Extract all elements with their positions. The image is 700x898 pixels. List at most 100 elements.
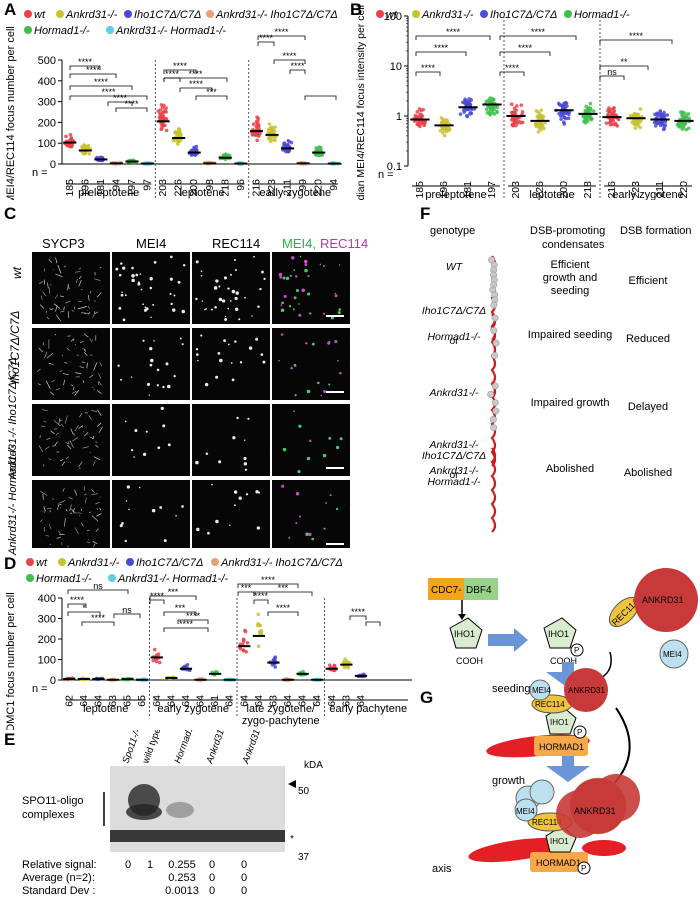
sig-bracket <box>365 621 381 626</box>
n-value: 181 <box>95 179 107 197</box>
sig-label: **** <box>94 77 109 87</box>
data-point <box>171 138 176 143</box>
sig-bracket <box>163 69 197 74</box>
b-data-point <box>582 119 586 124</box>
micrograph-r2-c3 <box>272 404 350 476</box>
data-point <box>163 123 167 128</box>
ytick-label-2: 200 <box>38 117 56 129</box>
group-label-1: leptotene <box>179 187 224 199</box>
b-data-point <box>417 107 422 111</box>
group-label-0: preleptotene <box>78 187 139 199</box>
panel-a-legend: wt Ankrd31-/- Iho1C7Δ/C7Δ Ankrd31-/- Iho… <box>24 9 338 37</box>
sig-bracket <box>69 85 133 90</box>
b-data-point <box>540 125 544 129</box>
ytick-label-5: 500 <box>38 55 56 67</box>
data-point <box>68 132 73 137</box>
sig-label: **** <box>78 57 93 67</box>
sig-bracket <box>273 59 306 64</box>
panel-b-significance: ************************ns****** <box>415 27 673 80</box>
b-data-point <box>586 107 591 112</box>
e-value: 0 <box>125 859 131 871</box>
n-value: 197 <box>126 179 138 197</box>
data-point <box>241 648 246 652</box>
sig-label: **** <box>531 27 546 37</box>
data-point <box>154 653 159 657</box>
sig-label: **** <box>173 61 188 71</box>
n-value: 64 <box>195 695 207 707</box>
n-value: 64 <box>282 695 294 707</box>
b-data-point <box>536 110 540 114</box>
n-value: 63 <box>267 695 279 707</box>
b-data-point <box>559 117 563 121</box>
n-value: 63 <box>107 695 119 707</box>
ytick-label-4: 400 <box>38 593 56 605</box>
g-dbf4-box <box>464 578 498 600</box>
b-data-point <box>632 112 637 116</box>
panel-a-significance: ****************************************… <box>69 27 337 112</box>
data-point <box>273 125 278 129</box>
sig-label: **** <box>165 69 180 79</box>
b-legend-dot-iho1 <box>480 10 488 18</box>
f-header-condensates-1: DSB-promoting <box>530 225 605 237</box>
b-data-point <box>610 112 614 117</box>
sig-label: **** <box>113 93 128 103</box>
data-point <box>254 119 259 124</box>
b-group-0: preleptotene <box>425 189 486 200</box>
b-data-point <box>681 116 686 120</box>
sig-label: **** <box>505 63 520 73</box>
g-cdc7: CDC7- <box>431 585 462 596</box>
g-dbf4: DBF4 <box>466 585 492 596</box>
b-data-point <box>446 125 451 130</box>
panel-a-ylabel: MEI4/REC114 focus number per cell <box>5 26 17 200</box>
sig-label: ns <box>93 581 103 591</box>
sig-bracket <box>599 65 649 70</box>
b-data-point <box>633 126 638 130</box>
g-rec114-3: REC114 <box>532 818 562 827</box>
sig-label: **** <box>274 27 289 37</box>
f-genotype-2: Ankrd31-/- <box>428 387 479 399</box>
b-data-point <box>537 113 542 117</box>
b-data-point <box>636 124 641 128</box>
group-label-1: early zygotene <box>157 703 229 715</box>
legend-dot-wt <box>24 10 32 18</box>
n-value: 64 <box>78 695 90 707</box>
panel-b-ylabel: Median MEI4/REC114 focus intensity per c… <box>355 5 367 200</box>
panel-d-legend: wt Ankrd31-/- Iho1C7Δ/C7Δ Ankrd31-/- Iho… <box>26 557 343 585</box>
g-arrow-right <box>488 628 528 652</box>
svg-text:or: or <box>449 335 459 347</box>
b-data-point <box>446 120 450 125</box>
b-data-point <box>562 122 567 126</box>
b-group-1: leptotene <box>529 189 574 200</box>
g-seeding: seeding <box>492 683 531 695</box>
sig-bracket <box>415 71 441 76</box>
b-data-point <box>444 118 449 122</box>
sig-bracket <box>149 595 197 600</box>
data-point <box>238 642 243 647</box>
data-point <box>213 669 218 674</box>
panel-label-d: D <box>4 554 17 573</box>
micrograph-r2-c0 <box>32 404 110 476</box>
panel-b-axis: 0.1 1 10 100 preleptotene leptotene early zygo… <box>384 11 692 200</box>
data-point <box>254 124 259 129</box>
sig-label: ** <box>620 57 628 67</box>
sig-bracket <box>599 75 625 80</box>
f-dsb-2: Delayed <box>628 401 668 413</box>
sig-bracket <box>499 51 551 56</box>
data-point <box>65 143 69 148</box>
data-point <box>343 657 347 662</box>
b-data-point <box>680 110 685 114</box>
b-data-point <box>591 109 596 113</box>
g-cdc7-box <box>428 578 464 600</box>
group-label-2: early zygotene <box>260 187 332 199</box>
sig-bracket <box>67 589 129 594</box>
gel-hormad1-band <box>166 802 194 818</box>
data-point <box>244 650 248 654</box>
sig-bracket <box>69 95 148 100</box>
sig-label: **** <box>101 87 116 97</box>
b-data-point <box>611 122 615 127</box>
b-data-point <box>584 104 589 109</box>
b-data-point <box>558 113 563 118</box>
legend-dot-ankrd31-iho1 <box>206 10 214 18</box>
